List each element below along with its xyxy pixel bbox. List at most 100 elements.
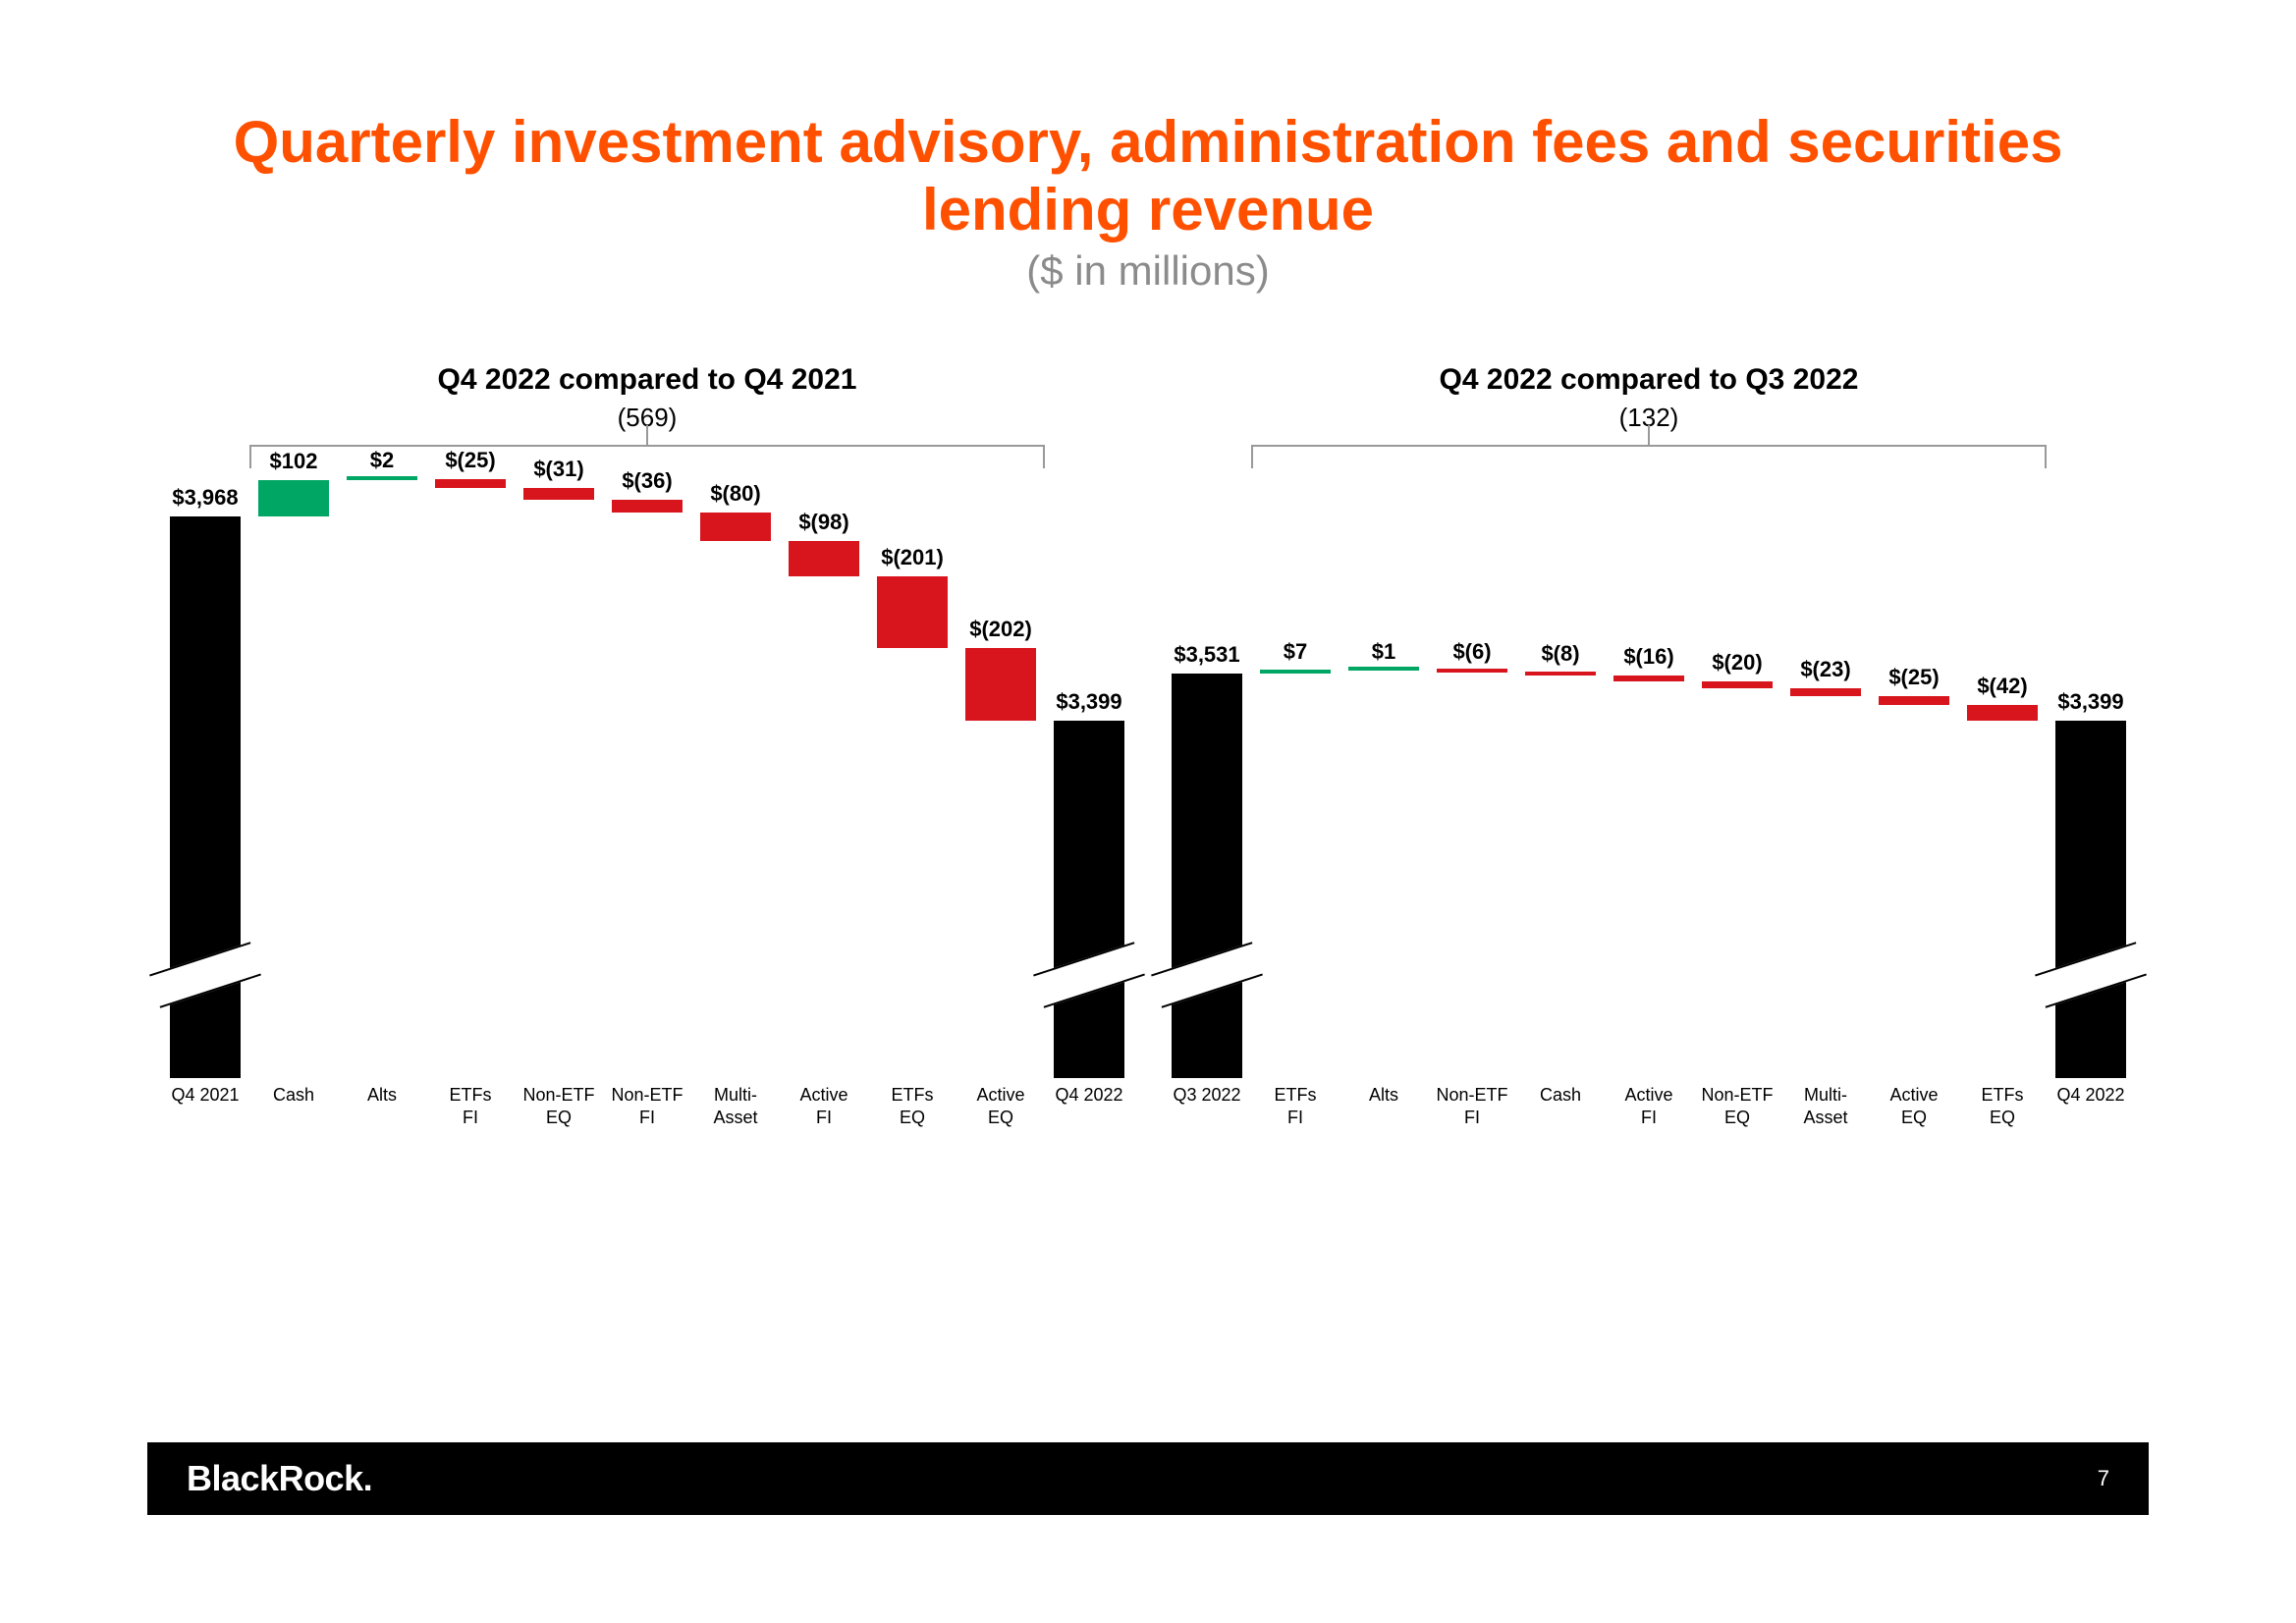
waterfall-column: $(20) [1693,469,1781,1078]
waterfall-bar [700,513,771,541]
waterfall-column: $2 [338,469,426,1078]
bar-value-label: $(8) [1541,641,1579,667]
waterfall-column: $(201) [868,469,957,1078]
bar-value-label: $(31) [533,457,583,482]
waterfall-chart-right: Q4 2022 compared to Q3 2022 (132) $3,531… [1163,363,2135,1128]
waterfall-column: $(36) [603,469,691,1078]
waterfall-bar [1967,705,2038,720]
category-label: ETFsFI [426,1084,515,1128]
waterfall-bar [258,480,329,516]
bar-value-label: $3,399 [2057,689,2123,715]
category-label: Cash [1516,1084,1605,1128]
slide: Quarterly investment advisory, administr… [0,0,2296,1623]
bar-value-label: $(201) [881,545,944,570]
waterfall-bar [1702,681,1773,688]
bar-value-label: $(202) [969,617,1032,642]
category-label: Non-ETFFI [603,1084,691,1128]
waterfall-column: $7 [1251,469,1339,1078]
category-label: ETFsFI [1251,1084,1339,1128]
waterfall-column: $(80) [691,469,780,1078]
waterfall-bar [877,576,948,648]
waterfall-column: $102 [249,469,338,1078]
waterfall-column: $3,968 [161,469,249,1078]
waterfall-column: $3,399 [1045,469,1133,1078]
category-label: ActiveFI [780,1084,868,1128]
waterfall-bar [1260,670,1331,674]
waterfall-column: $(25) [1870,469,1958,1078]
right-plot: $3,531 $7 $1 $(6) $(8) $(16) $(20) $(23) $(25) $(… [1163,469,2135,1078]
bar-value-label: $(42) [1977,674,2027,699]
waterfall-column: $3,531 [1163,469,1251,1078]
category-label: ActiveFI [1605,1084,1693,1128]
waterfall-column: $(6) [1428,469,1516,1078]
bar-value-label: $3,968 [172,485,238,511]
waterfall-column: $(16) [1605,469,1693,1078]
left-category-row: Q4 2021CashAltsETFsFINon-ETFEQNon-ETFFIM… [161,1084,1133,1128]
category-label: ActiveEQ [957,1084,1045,1128]
waterfall-column: $(202) [957,469,1045,1078]
bar-value-label: $3,531 [1174,642,1239,668]
waterfall-column: $(8) [1516,469,1605,1078]
waterfall-bar [347,476,417,480]
waterfall-bar [1172,674,1242,1078]
slide-subtitle: ($ in millions) [147,247,2149,295]
category-label: Alts [1339,1084,1428,1128]
waterfall-column: $(98) [780,469,868,1078]
bar-value-label: $(25) [445,448,495,473]
waterfall-bar [965,648,1036,721]
bar-value-label: $102 [270,449,318,474]
category-label: Multi-Asset [691,1084,780,1128]
right-category-row: Q3 2022ETFsFIAltsNon-ETFFICashActiveFINo… [1163,1084,2135,1128]
category-label: Alts [338,1084,426,1128]
waterfall-bar [1054,721,1124,1078]
waterfall-bar [435,479,506,488]
waterfall-column: $1 [1339,469,1428,1078]
bar-value-label: $(16) [1623,644,1673,670]
category-label: ActiveEQ [1870,1084,1958,1128]
waterfall-bar [523,488,594,499]
bar-value-label: $(98) [798,510,848,535]
bar-value-label: $(20) [1712,650,1762,676]
bar-value-label: $(80) [710,481,760,507]
bar-value-label: $3,399 [1056,689,1121,715]
waterfall-column: $(31) [515,469,603,1078]
category-label: Q4 2021 [161,1084,249,1128]
bar-value-label: $7 [1284,639,1307,665]
waterfall-bar [1348,667,1419,671]
left-plot: $3,968$102$2$(25)$(31)$(36)$(80)$(98)$(2… [161,469,1133,1078]
bar-value-label: $(6) [1452,639,1491,665]
waterfall-chart-left: Q4 2022 compared to Q4 2021 (569) $3,968… [161,363,1133,1128]
bar-value-label: $2 [370,448,394,473]
slide-footer: BlackRock. 7 [147,1442,2149,1515]
category-label: ETFsEQ [1958,1084,2047,1128]
waterfall-bar [1525,672,1596,676]
waterfall-bar [2055,721,2126,1078]
waterfall-bar [1879,696,1949,705]
left-chart-title: Q4 2022 compared to Q4 2021 [161,363,1133,397]
category-label: Q3 2022 [1163,1084,1251,1128]
category-label: Non-ETFEQ [515,1084,603,1128]
bar-value-label: $(36) [622,468,672,494]
bar-value-label: $1 [1372,639,1395,665]
category-label: Q4 2022 [2047,1084,2135,1128]
waterfall-bar [1437,669,1507,673]
waterfall-column: $3,399 [2047,469,2135,1078]
slide-title: Quarterly investment advisory, administr… [147,108,2149,243]
category-label: Q4 2022 [1045,1084,1133,1128]
category-label: Non-ETFEQ [1693,1084,1781,1128]
category-label: Cash [249,1084,338,1128]
category-label: Multi-Asset [1781,1084,1870,1128]
category-label: Non-ETFFI [1428,1084,1516,1128]
waterfall-bar [1613,676,1684,681]
page-number: 7 [2098,1466,2109,1491]
waterfall-column: $(42) [1958,469,2047,1078]
bar-value-label: $(25) [1888,665,1939,690]
category-label: ETFsEQ [868,1084,957,1128]
charts-container: Q4 2022 compared to Q4 2021 (569) $3,968… [147,363,2149,1128]
waterfall-column: $(23) [1781,469,1870,1078]
right-chart-title: Q4 2022 compared to Q3 2022 [1163,363,2135,397]
waterfall-bar [1790,688,1861,696]
blackrock-logo: BlackRock. [187,1458,372,1499]
waterfall-bar [789,541,859,576]
waterfall-bar [612,500,683,513]
